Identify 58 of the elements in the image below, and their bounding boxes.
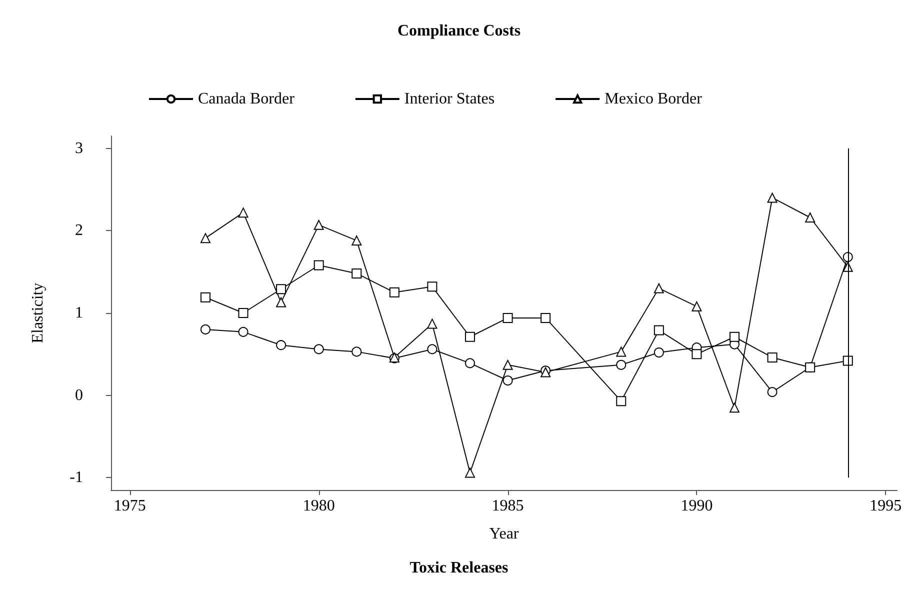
point — [767, 352, 778, 362]
point — [730, 402, 740, 413]
point — [540, 312, 551, 323]
point — [805, 362, 816, 372]
point — [314, 220, 324, 230]
point — [276, 340, 286, 350]
y-tick-label: 0 — [75, 386, 83, 404]
point — [427, 344, 438, 354]
point — [238, 308, 248, 318]
point — [276, 284, 286, 294]
y-tick-label: -1 — [70, 469, 83, 486]
point — [502, 376, 513, 386]
point — [654, 283, 664, 294]
point — [352, 346, 362, 357]
point — [692, 301, 702, 312]
point — [692, 349, 702, 360]
point — [427, 318, 438, 329]
point — [352, 236, 362, 246]
y-tick-label: 3 — [75, 140, 83, 157]
point — [767, 387, 778, 398]
point — [389, 287, 400, 298]
point — [502, 360, 513, 370]
y-axis-title: Elasticity — [30, 282, 46, 344]
x-tick-label: 1990 — [680, 498, 713, 514]
point — [730, 332, 740, 342]
x-axis-title: Year — [489, 526, 520, 542]
x-tick-label: 1995 — [870, 498, 902, 514]
x-tick-label: 1985 — [492, 498, 524, 514]
point — [427, 282, 438, 292]
point — [465, 358, 475, 368]
point — [616, 360, 626, 370]
point — [464, 468, 475, 478]
point — [314, 344, 324, 354]
text: Toxic Releases — [410, 560, 508, 576]
point — [805, 212, 816, 222]
point — [200, 233, 210, 244]
point — [654, 348, 664, 358]
x-tick-label: 1980 — [302, 498, 335, 514]
point — [314, 260, 324, 270]
y-tick-label: 1 — [75, 304, 83, 322]
y-tick-label: 2 — [75, 222, 83, 240]
point — [238, 208, 248, 218]
point — [464, 332, 475, 342]
chart-title: Compliance Costs — [397, 22, 521, 40]
point — [502, 312, 513, 323]
point — [654, 325, 664, 336]
point — [767, 192, 778, 203]
point — [352, 268, 362, 278]
point — [616, 346, 626, 357]
point — [200, 324, 210, 334]
legend-label: Canada Border — [198, 90, 296, 108]
legend-label: Interior States — [404, 90, 495, 108]
point — [200, 292, 210, 302]
point — [276, 297, 286, 308]
point — [238, 326, 248, 337]
x-tick-label: 1975 — [114, 498, 146, 514]
legend-label: Mexico Border — [604, 90, 703, 108]
point — [616, 396, 626, 406]
